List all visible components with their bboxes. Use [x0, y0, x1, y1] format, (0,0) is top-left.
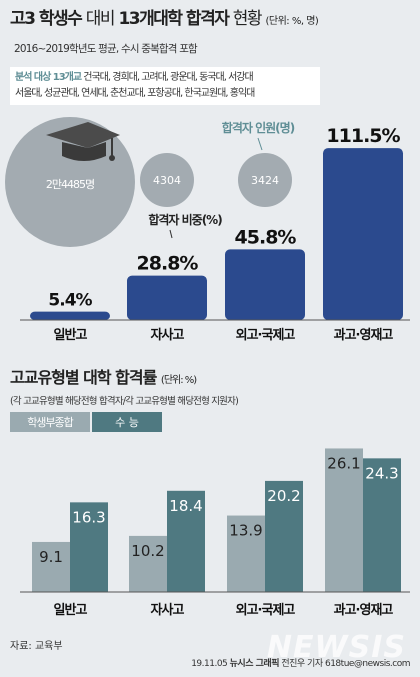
value-label-0-0: 9.1: [39, 548, 63, 566]
count-label-0: 2만4485명: [46, 178, 94, 191]
legend-label-0: 학생부종합: [27, 416, 73, 429]
bar-1-1: [167, 490, 205, 592]
count-label-1: 4304: [153, 174, 181, 187]
value-label-2-0: 13.9: [229, 522, 262, 540]
newsis-watermark: NEWSIS: [266, 630, 406, 665]
bar-3-0: [325, 448, 363, 592]
school-list-label: 분석 대상 13개교: [15, 72, 82, 83]
value-label-1: 28.8%: [137, 253, 199, 275]
count-circle-2: [238, 153, 292, 207]
graduation-cap-icon: [46, 122, 120, 161]
school-list-line2: 서울대, 성균관대, 연세대, 춘천교대, 포항공대, 한국교원대, 홍익대: [15, 88, 255, 99]
bar-3: [323, 148, 403, 320]
bar-1-0: [129, 535, 167, 592]
value-label-0: 5.4%: [48, 291, 92, 311]
category-label-3: 과고·영재고: [334, 603, 394, 618]
value-label-2: 45.8%: [235, 226, 297, 248]
category-label-0: 일반고: [54, 327, 88, 343]
category-label-2: 외고·국제고: [236, 327, 296, 343]
legend-swatch-0: [10, 412, 90, 432]
category-label-1: 자사고: [151, 602, 185, 618]
category-label-3: 과고·영재고: [334, 328, 394, 343]
school-list-line1: 건국대, 경희대, 고려대, 광운대, 동국대, 서강대: [83, 72, 253, 83]
credit-text: 19.11.05 뉴시스 그래픽 전진우 기자 618tue@newsis.co…: [191, 659, 410, 669]
page-title: 고3 학생수 대비 13개대학 합격자 현황 (단위: %, 명): [10, 9, 319, 29]
chart-1: 2만4485명430434241798합격자 인원(명)합격자 비중(%)5.4…: [5, 117, 410, 343]
category-label-1: 자사고: [151, 327, 185, 343]
bar-3-1: [363, 458, 401, 592]
legend-swatch-1: [92, 412, 162, 432]
bar-0: [30, 311, 110, 320]
annotation-ratio: 합격자 비중(%): [148, 212, 222, 227]
value-label-3-1: 24.3: [365, 464, 398, 482]
annotation-ratio-line: [169, 229, 173, 239]
bar-2: [225, 249, 305, 320]
count-label-2: 3424: [251, 174, 279, 187]
subtitle: 2016~2019학년도 평균, 수시 중복합격 포함: [14, 43, 198, 55]
chart-2-subtitle: (각 고교유형별 해당전형 합격자/각 고교유형별 해당전형 지원자): [10, 396, 239, 407]
category-label-2: 외고·국제고: [236, 602, 296, 618]
value-label-1-0: 10.2: [131, 542, 164, 560]
bar-0-1: [70, 502, 108, 592]
annotation-count: 합격자 인원(명): [222, 120, 295, 135]
annotation-count-line: [257, 137, 263, 151]
chart-2-title: 고교유형별 대학 합격률 (단위: %): [10, 368, 197, 387]
legend-label-1: 수 능: [115, 416, 139, 429]
value-label-2-1: 20.2: [267, 487, 300, 505]
bar-2-0: [227, 515, 265, 592]
chart-2: 학생부종합 수 능 9.1 16.3 일반고 10.2 18.4 자사고 13.9 20.2 외고·…: [10, 412, 410, 618]
value-label-3: 111.5%: [326, 125, 400, 147]
bar-2-1: [265, 480, 303, 592]
value-label-0-1: 16.3: [72, 508, 105, 526]
count-circle-1: [140, 153, 194, 207]
school-list-box: 분석 대상 13개교 건국대, 경희대, 고려대, 광운대, 동국대, 서강대 …: [10, 67, 320, 105]
value-label-3-0: 26.1: [327, 454, 360, 472]
bar-1: [127, 275, 207, 320]
bar-0-0: [32, 541, 70, 592]
source-text: 자료: 교육부: [10, 641, 63, 652]
value-label-1-1: 18.4: [169, 497, 202, 515]
category-label-0: 일반고: [54, 602, 88, 618]
